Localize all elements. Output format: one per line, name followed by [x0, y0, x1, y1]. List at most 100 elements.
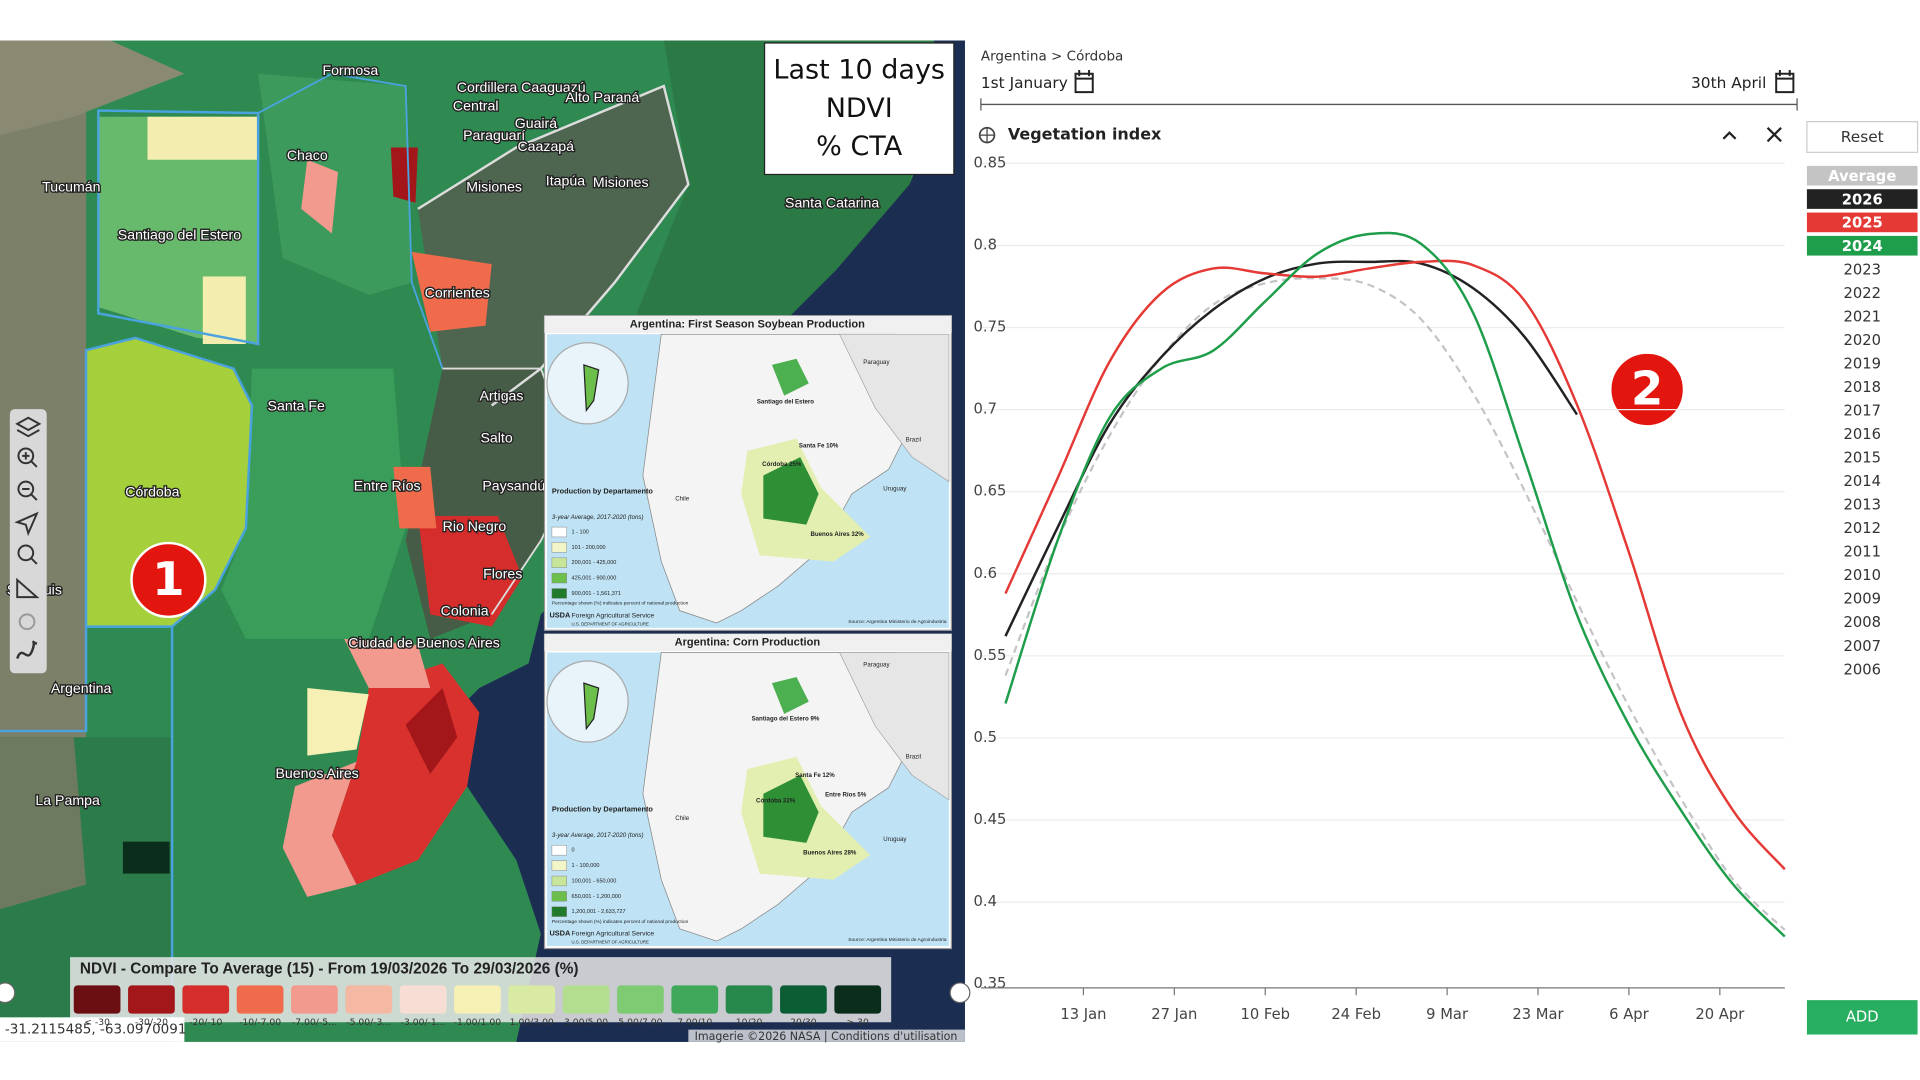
year-option[interactable]: 2008: [1843, 614, 1881, 631]
calendar-icon[interactable]: [1074, 70, 1094, 94]
inset-label: Buenos Aires 32%: [810, 531, 864, 538]
legend-label: 7.00/10: [677, 1017, 712, 1028]
year-option[interactable]: 2007: [1843, 638, 1881, 655]
inset-legend-title: Production by Departamento: [552, 486, 654, 495]
icon-zoom-out[interactable]: [17, 480, 35, 498]
calendar-icon[interactable]: [1775, 70, 1795, 94]
map-region: [202, 276, 246, 345]
map-label: Cordillera Caaguazú: [457, 79, 586, 95]
legend-swatch: [562, 985, 610, 1014]
inset-crop: [763, 775, 819, 843]
map-label: Guairá: [515, 115, 558, 131]
map-label: Córdoba: [125, 483, 179, 499]
marker-circle: [130, 541, 207, 619]
icon-zoom-in-glyph: [22, 452, 38, 468]
collapse-button[interactable]: [1722, 131, 1737, 140]
year-option[interactable]: 2012: [1843, 520, 1881, 537]
map-region: [344, 638, 431, 689]
inset-title: Argentina: First Season Soybean Producti…: [630, 318, 865, 330]
year-option[interactable]: 2017: [1843, 402, 1881, 419]
year-option[interactable]: 2021: [1843, 308, 1881, 325]
inset-department: U.S. DEPARTMENT OF AGRICULTURE: [572, 940, 649, 945]
province-border: [97, 109, 260, 346]
map-region: [301, 159, 339, 234]
map-label: Chaco: [287, 147, 328, 163]
inset-legend-label: 100,001 - 650,000: [572, 878, 617, 884]
inset-map: Argentina: First Season Soybean Producti…: [543, 315, 953, 631]
year-option[interactable]: 2011: [1843, 544, 1881, 561]
legend-label: 3.00/5.00: [564, 1017, 608, 1028]
year-option[interactable]: 2006: [1843, 661, 1881, 678]
map-region: [307, 688, 369, 756]
year-option[interactable]: 2019: [1843, 355, 1881, 372]
icon-layers[interactable]: [15, 416, 42, 438]
legend-label: Average: [1828, 168, 1896, 185]
reset-label: Reset: [1841, 128, 1884, 146]
year-option[interactable]: 2010: [1843, 567, 1881, 584]
legend-swatch: [617, 985, 664, 1014]
inset-legend-swatch: [551, 557, 567, 568]
inset-legend-label: 425,001 - 900,000: [572, 576, 617, 582]
reset-button[interactable]: [1806, 121, 1919, 153]
icon-zoom-in[interactable]: [17, 447, 35, 465]
series-line: [1004, 231, 1786, 938]
inset-globe-land: [583, 364, 600, 413]
legend-label: 2025: [1842, 215, 1883, 232]
legend-button[interactable]: [1806, 212, 1918, 233]
inset-label: Paraguay: [863, 359, 890, 366]
inset-crop: [771, 676, 809, 714]
inset-legend-label: 1 - 100,000: [572, 863, 600, 869]
close-button[interactable]: [1766, 126, 1782, 143]
legend-swatch: [780, 985, 827, 1014]
map-label: Santa Fe: [268, 397, 325, 413]
map-label: Paysandú: [482, 477, 545, 493]
icon-measure[interactable]: [16, 577, 40, 599]
year-option[interactable]: 2015: [1843, 450, 1881, 467]
inset-label: Córdoba 32%: [756, 798, 796, 805]
year-option[interactable]: 2023: [1843, 261, 1881, 278]
x-tick-label: 10 Feb: [1240, 1006, 1290, 1023]
inset-label: Uruguay: [883, 486, 907, 493]
year-option[interactable]: 2020: [1843, 332, 1881, 349]
inset-crop: [771, 358, 809, 396]
pan-left[interactable]: [0, 982, 16, 1004]
year-option[interactable]: 2013: [1843, 497, 1881, 514]
legend-swatch: [508, 985, 556, 1014]
inset-note: Percentage shown (%) indicates percent o…: [552, 919, 689, 925]
year-option[interactable]: 2016: [1843, 426, 1881, 443]
inset-label: Córdoba 25%: [762, 461, 802, 468]
legend-label: -3.00/-1...: [401, 1017, 446, 1028]
inset-neighbors: [839, 652, 950, 801]
legend-swatch: [291, 985, 338, 1014]
icon-locate[interactable]: [14, 511, 39, 537]
inset-legend-label: 101 - 200,000: [572, 545, 606, 551]
map-label: La Pampa: [35, 792, 100, 808]
inset-label: Santa Fe 10%: [799, 443, 839, 450]
add-button[interactable]: [1806, 1000, 1918, 1035]
legend-label: < -30: [84, 1017, 110, 1028]
legend-button[interactable]: [1806, 235, 1918, 256]
year-option[interactable]: 2018: [1843, 379, 1881, 396]
year-option[interactable]: 2022: [1843, 285, 1881, 302]
icon-target[interactable]: [18, 613, 36, 631]
icon-draw[interactable]: [16, 640, 38, 660]
breadcrumb: Argentina > Córdoba: [981, 49, 1123, 65]
icon-search[interactable]: [17, 544, 35, 562]
legend-swatch: [399, 985, 447, 1014]
x-tick-label: 9 Mar: [1426, 1006, 1469, 1023]
inset-label: Entre Ríos 5%: [825, 792, 867, 799]
overlay-text: % CTA: [816, 131, 903, 162]
map-toolbar: [9, 409, 47, 674]
legend-label: -30/-20: [135, 1017, 168, 1028]
inset-agency-name: Foreign Agricultural Service: [572, 612, 655, 619]
year-option[interactable]: 2014: [1843, 473, 1881, 490]
inset-department: U.S. DEPARTMENT OF AGRICULTURE: [572, 621, 649, 626]
map-region: [411, 251, 492, 332]
legend-button[interactable]: [1806, 189, 1918, 209]
y-tick-label: 0.4: [974, 893, 997, 910]
legend-swatch: [454, 985, 501, 1014]
legend-label: -10/-7.00: [239, 1017, 281, 1028]
pan-right[interactable]: [949, 982, 971, 1004]
legend-button[interactable]: [1806, 165, 1918, 186]
year-option[interactable]: 2009: [1843, 591, 1881, 608]
